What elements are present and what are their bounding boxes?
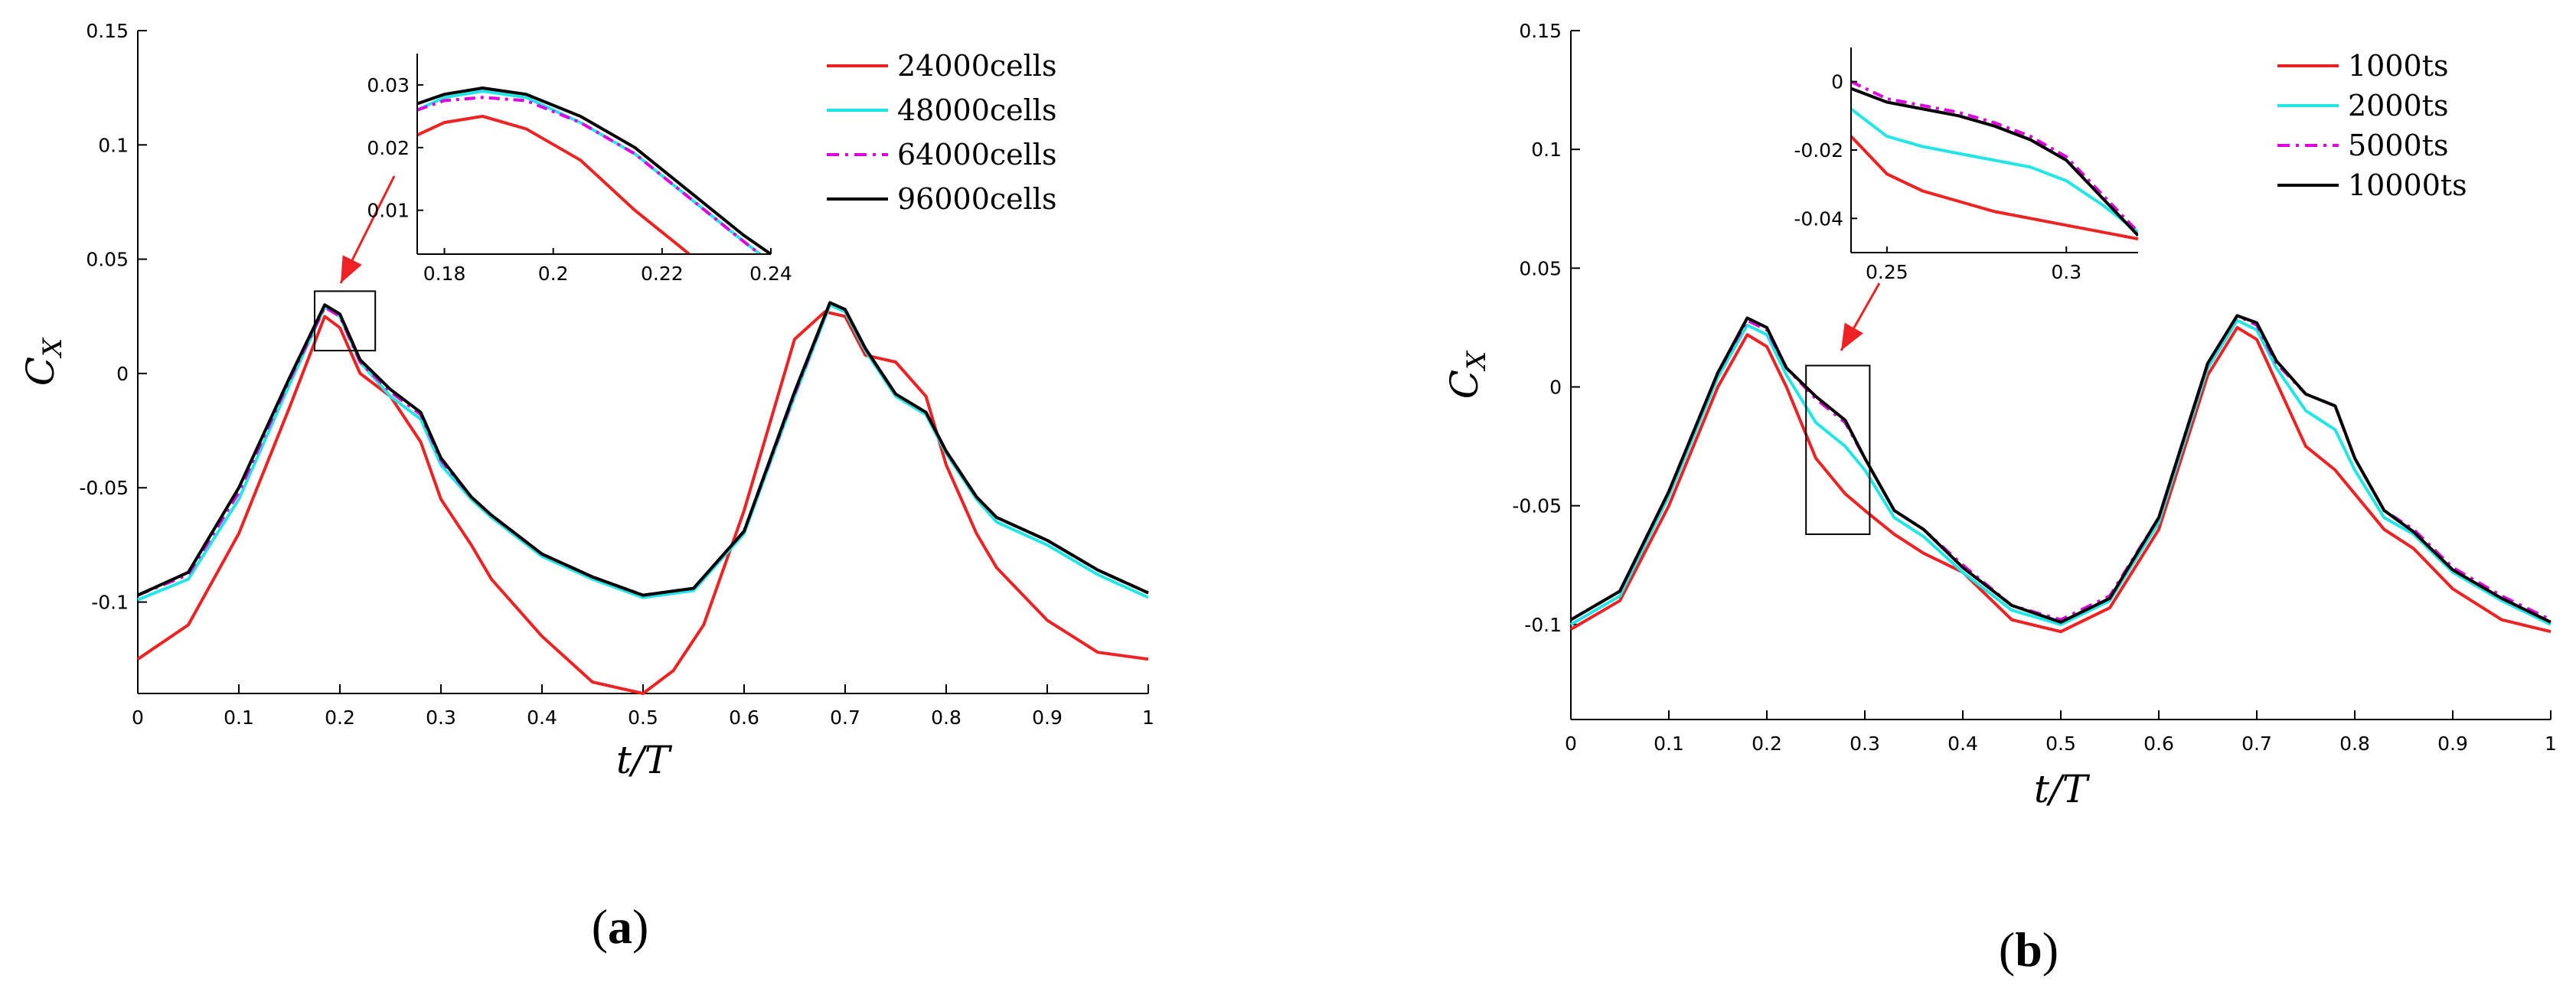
x-axis-label: t/T — [2034, 767, 2091, 811]
inset-series-line — [1851, 135, 2138, 241]
inset-series-line — [1851, 107, 2138, 233]
x-tick-label: 0.3 — [1850, 733, 1880, 755]
inset-x-tick-label: 0.24 — [749, 263, 792, 285]
panel-label-a: (a) — [592, 899, 649, 954]
zoom-arrow-head — [1841, 322, 1863, 351]
x-tick-label: 0.1 — [1654, 733, 1684, 755]
x-tick-label: 0.2 — [325, 706, 355, 729]
y-tick-label: -0.05 — [1512, 495, 1562, 517]
x-tick-label: 0.9 — [2437, 733, 2468, 755]
panel-a-chart: 0 0.1 0.2 0.3 0.4 0.5 0.6 0.7 0.8 0.9 1 -0.1 -0.05 0 0… — [18, 20, 1154, 954]
y-tick-label: 0 — [116, 363, 129, 385]
inset-x-tick-label: 0.2 — [538, 263, 569, 285]
legend-label: 64000cells — [897, 138, 1056, 171]
inset-series-line — [1851, 86, 2138, 237]
x-tick-label: 0.6 — [729, 706, 759, 729]
y-tick-label: 0.05 — [86, 249, 129, 271]
x-tick-label: 0 — [132, 706, 144, 729]
series-line-1000ts — [1569, 325, 2552, 634]
x-tick-label: 0 — [1565, 733, 1577, 755]
x-tick-label: 0.6 — [2143, 733, 2174, 755]
inset-y-tick-label: -0.02 — [1794, 139, 1843, 162]
inset-x-tick-label: 0.22 — [641, 263, 684, 285]
y-axis-label: CX — [18, 337, 68, 386]
panel-b-chart: 0 0.1 0.2 0.3 0.4 0.5 0.6 0.7 0.8 0.9 1-0.1-0.0500… — [1442, 20, 2557, 977]
x-tick-label: 1 — [2545, 733, 2557, 755]
inset-y-tick-label: 0.03 — [367, 74, 410, 96]
inset-x-tick-label: 0.25 — [1866, 261, 1908, 283]
series-line-2000ts — [1569, 318, 2552, 626]
inset-x-tick-label: 0.3 — [2051, 261, 2081, 283]
inset-chart: 0.25 0.3 0 -0.02 -0.04 — [1794, 47, 2138, 283]
legend-label: 48000cells — [897, 93, 1056, 127]
series-line-64000cells — [137, 301, 1149, 597]
series-line-48000cells — [137, 303, 1149, 602]
inset-background — [1851, 47, 2138, 253]
inset-series-line — [417, 114, 691, 254]
inset-y-tick-label: 0.02 — [367, 137, 410, 159]
x-tick-label: 0.5 — [628, 706, 658, 729]
x-tick-label: 0.5 — [2045, 733, 2076, 755]
zoom-arrow-head — [341, 255, 362, 283]
x-tick-label: 0.4 — [1948, 733, 1978, 755]
x-tick-label: 0.1 — [224, 706, 254, 729]
inset-y-tick-label: -0.04 — [1794, 207, 1843, 230]
y-tick-label: 0.1 — [1531, 139, 1562, 161]
legend-label: 5000ts — [2348, 129, 2448, 162]
inset-y-tick-label: 0 — [1831, 71, 1843, 93]
legend-label: 2000ts — [2348, 89, 2448, 122]
legend-label: 96000cells — [897, 182, 1056, 216]
inset-chart: 0.18 0.2 0.22 0.24 0.01 0.02 0.03 — [367, 54, 792, 285]
inset-series-line — [417, 96, 762, 254]
y-tick-label: -0.1 — [1524, 614, 1562, 636]
series-line-10000ts — [1569, 314, 2552, 624]
x-tick-label: 0.7 — [2241, 733, 2272, 755]
series-line-96000cells — [137, 301, 1149, 597]
y-tick-label: 0.15 — [86, 20, 129, 42]
x-tick-label: 0.7 — [830, 706, 860, 729]
inset-series-line — [417, 86, 771, 254]
y-tick-label: -0.05 — [79, 477, 129, 499]
inset-background — [417, 54, 771, 254]
y-axis-label: CX — [1442, 350, 1492, 399]
legend-label: 24000cells — [897, 49, 1056, 83]
zoom-box — [1805, 364, 1871, 535]
inset-x-tick-label: 0.18 — [423, 263, 466, 285]
panel-label-b: (b) — [1999, 922, 2059, 977]
y-tick-label: -0.1 — [91, 592, 129, 614]
x-tick-label: 1 — [1142, 706, 1154, 729]
x-axis-label: t/T — [616, 738, 673, 782]
x-tick-label: 0.3 — [426, 706, 456, 729]
x-tick-label: 0.9 — [1032, 706, 1063, 729]
y-tick-label: 0 — [1549, 377, 1562, 399]
series-line-24000cells — [136, 310, 1149, 695]
legend-label: 1000ts — [2348, 49, 2448, 83]
inset-series-line — [1851, 80, 2138, 233]
x-tick-label: 0.4 — [527, 706, 557, 729]
y-tick-label: 0.15 — [1519, 20, 1562, 42]
series-line-5000ts — [1569, 314, 2552, 622]
x-tick-label: 0.2 — [1752, 733, 1782, 755]
inset-y-tick-label: 0.01 — [367, 200, 410, 222]
zoom-box — [314, 290, 377, 352]
legend-label: 10000ts — [2348, 168, 2467, 202]
y-tick-label: 0.1 — [98, 134, 129, 156]
y-tick-label: 0.05 — [1519, 257, 1562, 279]
x-tick-label: 0.8 — [2339, 733, 2370, 755]
x-tick-label: 0.8 — [931, 706, 962, 729]
